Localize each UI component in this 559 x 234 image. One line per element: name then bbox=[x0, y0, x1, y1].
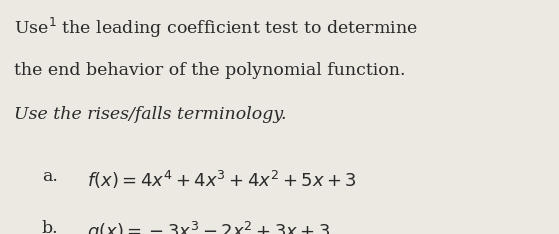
Text: Use the rises/falls terminology.: Use the rises/falls terminology. bbox=[14, 106, 286, 124]
Text: a.: a. bbox=[42, 168, 58, 186]
Text: $f(x)=4x^4+4x^3+4x^2+5x+3$: $f(x)=4x^4+4x^3+4x^2+5x+3$ bbox=[87, 168, 357, 190]
Text: $g(x)=-3x^3-2x^2+3x+3$: $g(x)=-3x^3-2x^2+3x+3$ bbox=[87, 220, 330, 234]
Text: b.: b. bbox=[42, 220, 59, 234]
Text: the end behavior of the polynomial function.: the end behavior of the polynomial funct… bbox=[14, 62, 405, 79]
Text: Use$^1$ the leading coefficient test to determine: Use$^1$ the leading coefficient test to … bbox=[14, 16, 418, 40]
